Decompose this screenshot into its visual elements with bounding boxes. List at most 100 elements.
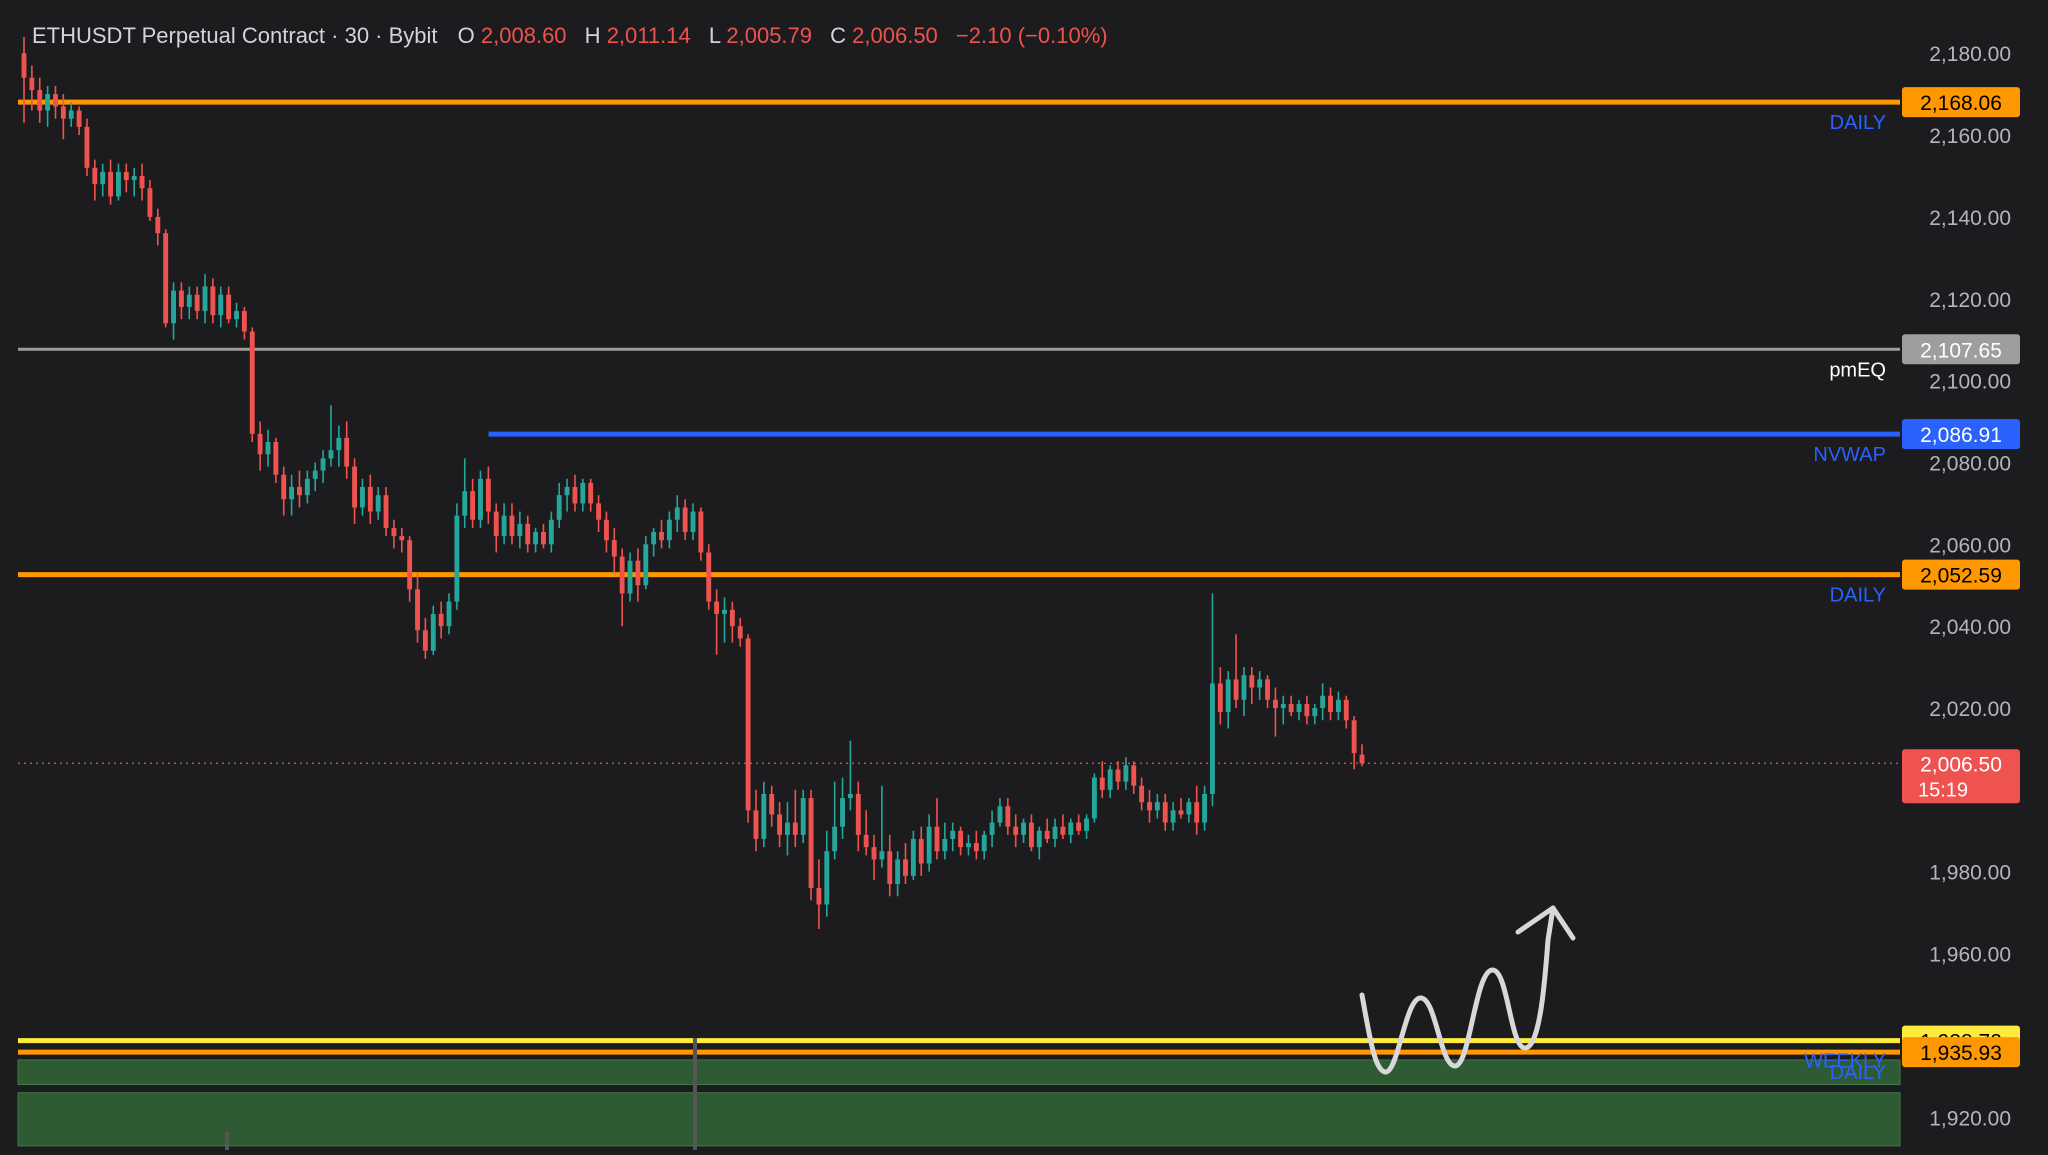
candle-body[interactable]	[21, 53, 27, 78]
candle-body[interactable]	[729, 609, 735, 627]
candle-body[interactable]	[289, 487, 295, 500]
candle-body[interactable]	[981, 834, 987, 852]
candle-body[interactable]	[210, 286, 216, 316]
candle-body[interactable]	[493, 511, 499, 537]
candle-body[interactable]	[399, 536, 405, 541]
candle-body[interactable]	[887, 851, 893, 884]
candle-body[interactable]	[1076, 822, 1082, 831]
candle-body[interactable]	[1265, 679, 1270, 700]
candle-body[interactable]	[777, 814, 783, 835]
candle-body[interactable]	[832, 826, 838, 852]
candle-body[interactable]	[1084, 818, 1089, 831]
candle-body[interactable]	[1312, 708, 1318, 717]
candle-body[interactable]	[706, 552, 712, 602]
candle-body[interactable]	[564, 487, 570, 496]
candle-body[interactable]	[234, 311, 239, 320]
candle-body[interactable]	[674, 507, 680, 520]
candle-body[interactable]	[1044, 830, 1050, 839]
candle-body[interactable]	[1170, 810, 1176, 823]
candle-body[interactable]	[1068, 822, 1074, 835]
candle-body[interactable]	[194, 294, 200, 312]
candle-body[interactable]	[785, 822, 790, 835]
candle-body[interactable]	[1147, 802, 1152, 811]
candle-body[interactable]	[430, 613, 436, 651]
candle-body[interactable]	[100, 171, 106, 185]
candle-body[interactable]	[1320, 695, 1326, 709]
candle-body[interactable]	[1107, 769, 1113, 790]
candle-body[interactable]	[533, 532, 539, 545]
candle-body[interactable]	[918, 838, 924, 864]
candle-body[interactable]	[281, 474, 287, 500]
candle-body[interactable]	[1296, 703, 1302, 713]
candle-body[interactable]	[60, 106, 66, 119]
candle-body[interactable]	[926, 826, 932, 864]
candle-body[interactable]	[29, 77, 35, 91]
candle-body[interactable]	[226, 294, 232, 320]
candle-body[interactable]	[320, 458, 326, 471]
candle-body[interactable]	[855, 793, 861, 835]
candle-body[interactable]	[462, 491, 468, 516]
candle-body[interactable]	[989, 822, 995, 835]
candle-body[interactable]	[588, 482, 594, 504]
candle-body[interactable]	[1249, 675, 1255, 688]
candle-body[interactable]	[123, 171, 129, 181]
candle-body[interactable]	[37, 90, 43, 111]
candle-body[interactable]	[304, 478, 310, 496]
candle-body[interactable]	[1036, 830, 1042, 848]
candle-body[interactable]	[659, 532, 664, 541]
candle-body[interactable]	[1241, 675, 1247, 700]
candle-body[interactable]	[548, 519, 554, 545]
candle-body[interactable]	[1131, 765, 1137, 786]
candle-body[interactable]	[155, 216, 161, 234]
candle-body[interactable]	[611, 540, 617, 557]
candle-body[interactable]	[415, 589, 420, 631]
candle-body[interactable]	[218, 294, 224, 316]
candle-body[interactable]	[863, 834, 869, 848]
projection-squiggle[interactable]	[1359, 905, 1556, 1075]
candle-body[interactable]	[973, 843, 979, 852]
candle-body[interactable]	[139, 175, 145, 189]
candle-body[interactable]	[1178, 810, 1184, 815]
candle-body[interactable]	[682, 507, 688, 533]
candle-body[interactable]	[1233, 679, 1239, 700]
candle-body[interactable]	[367, 487, 373, 512]
candle-body[interactable]	[1257, 679, 1263, 688]
candle-body[interactable]	[753, 810, 759, 839]
candle-body[interactable]	[147, 188, 153, 217]
candle-body[interactable]	[1343, 699, 1349, 721]
candle-body[interactable]	[745, 638, 751, 811]
candle-body[interactable]	[352, 466, 358, 508]
candle-body[interactable]	[171, 290, 176, 324]
candle-body[interactable]	[328, 450, 334, 459]
candle-body[interactable]	[769, 793, 775, 815]
candle-body[interactable]	[1013, 826, 1019, 835]
candle-body[interactable]	[273, 441, 279, 475]
candle-body[interactable]	[1359, 754, 1365, 764]
candle-body[interactable]	[950, 830, 956, 839]
candle-body[interactable]	[1028, 822, 1034, 848]
candle-body[interactable]	[1280, 703, 1286, 709]
candle-body[interactable]	[375, 495, 381, 512]
candle-body[interactable]	[312, 470, 318, 479]
candle-body[interactable]	[1217, 683, 1223, 713]
candle-body[interactable]	[501, 515, 507, 537]
candle-body[interactable]	[359, 487, 365, 508]
candle-body[interactable]	[643, 544, 649, 586]
candle-body[interactable]	[1123, 765, 1129, 782]
candle-body[interactable]	[45, 94, 51, 111]
candle-body[interactable]	[178, 290, 184, 307]
candle-body[interactable]	[666, 519, 672, 541]
candle-body[interactable]	[344, 437, 350, 467]
candle-body[interactable]	[1328, 695, 1333, 713]
candle-body[interactable]	[1272, 699, 1278, 709]
candle-body[interactable]	[383, 495, 389, 528]
candle-body[interactable]	[1099, 777, 1105, 790]
candle-body[interactable]	[68, 110, 74, 119]
candle-body[interactable]	[1210, 683, 1215, 794]
candle-body[interactable]	[1162, 802, 1168, 823]
candle-body[interactable]	[934, 826, 940, 852]
candle-body[interactable]	[1304, 703, 1310, 717]
candle-body[interactable]	[966, 843, 971, 848]
candle-body[interactable]	[1194, 802, 1200, 823]
